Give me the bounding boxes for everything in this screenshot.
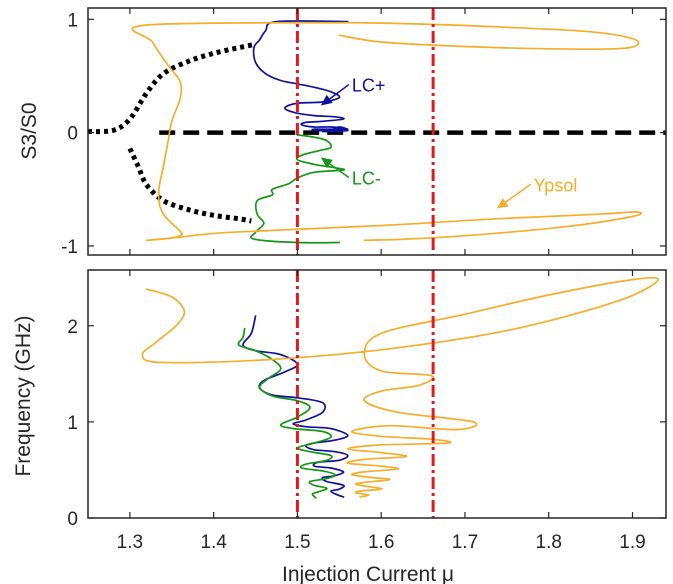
annotation-arrow-line [329, 83, 350, 100]
bottom-xtick-label: 1.9 [619, 532, 645, 553]
bottom-xtick-label: 1.5 [284, 532, 310, 553]
bottom-ytick-label: 1 [67, 413, 78, 434]
panel-top: -1 0 1 LC+ LC- Ypsol [61, 7, 667, 258]
bottom-ytick-label: 0 [67, 509, 78, 530]
top-series-group [88, 8, 666, 255]
bottom-series-ypsol-2 [141, 276, 659, 498]
bottom-xtick-label: 1.6 [368, 532, 394, 553]
bottom-series-lc-minus-1 [237, 327, 336, 499]
top-series-ypsol-6 [338, 21, 640, 51]
bottom-ticks-group: 1.3 1.4 1.5 1.6 1.7 1.8 1.9 0 1 2 [67, 270, 666, 553]
bottom-y-axis-label: Frequency (GHz) [12, 315, 35, 476]
annotation-arrow-head [320, 157, 333, 169]
annotation-arrow-head [496, 198, 509, 209]
annotation-arrow-line [329, 163, 350, 179]
annotation-arrow-line [505, 183, 532, 203]
top-ytick-label: 0 [67, 124, 78, 145]
bottom-xtick-label: 1.8 [536, 532, 562, 553]
bottom-xtick-label: 1.3 [117, 532, 143, 553]
top-y-axis-label: S3/S0 [18, 102, 41, 159]
bottom-xtick-label: 1.7 [452, 532, 478, 553]
top-series-ypsol-5 [131, 21, 643, 242]
annotation-arrow-head [320, 94, 333, 106]
top-ytick-label: -1 [61, 237, 78, 258]
top-axes-frame [87, 7, 667, 256]
annotation-label: LC- [352, 168, 381, 188]
top-annotations-group: LC+ LC- Ypsol [320, 76, 578, 209]
top-series-lc-minus-4 [250, 134, 346, 244]
top-series-lc-plus-3 [252, 20, 349, 133]
top-series-dotted-lower-2 [127, 147, 252, 224]
bottom-ytick-label: 2 [67, 317, 78, 338]
top-series-dotted-upper-1 [88, 41, 256, 135]
x-axis-label: Injection Current μ [282, 563, 454, 584]
bottom-series-group [141, 270, 659, 518]
top-ticks-group: -1 0 1 [61, 8, 666, 258]
annotation-label: LC+ [352, 76, 386, 96]
bottom-xtick-label: 1.4 [200, 532, 227, 553]
bottom-axes-frame [87, 269, 667, 519]
panel-bottom: 1.3 1.4 1.5 1.6 1.7 1.8 1.9 0 1 2 [67, 269, 667, 553]
top-ytick-label: 1 [67, 10, 78, 31]
bottom-series-lc-plus-0 [242, 315, 349, 498]
annotation-label: Ypsol [534, 175, 578, 195]
